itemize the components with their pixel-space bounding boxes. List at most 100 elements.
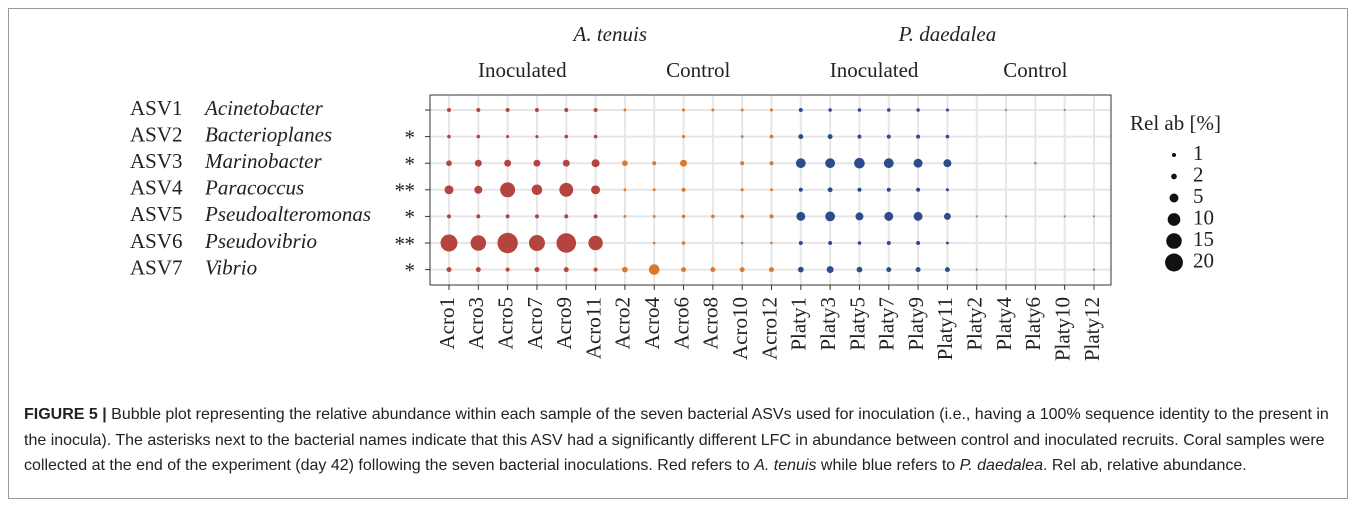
- bubble: [856, 266, 863, 273]
- bubble: [652, 161, 657, 166]
- bubble: [711, 214, 715, 219]
- bubble: [857, 241, 862, 245]
- bubble: [975, 268, 978, 271]
- bubble: [563, 267, 569, 273]
- bubble: [798, 108, 803, 112]
- bubble: [825, 211, 836, 222]
- bubble: [476, 108, 481, 112]
- bubble: [588, 235, 603, 251]
- bubble: [1063, 215, 1066, 218]
- x-tick-label: Platy10: [1050, 297, 1074, 361]
- bubble: [945, 241, 949, 245]
- bubble: [915, 267, 921, 273]
- x-tick-label: Platy6: [1021, 297, 1045, 351]
- row-genus: Bacterioplanes: [205, 122, 332, 146]
- bubble: [944, 267, 950, 273]
- bubble: [943, 212, 951, 220]
- bubble: [739, 267, 745, 273]
- row-genus: Pseudoalteromonas: [204, 202, 371, 226]
- caption-text: A. tenuis: [754, 457, 817, 474]
- x-tick-label: Acro11: [581, 297, 605, 359]
- asterisk: *: [405, 125, 416, 149]
- legend-label: 10: [1193, 205, 1214, 229]
- bubble: [886, 267, 892, 273]
- bubble: [681, 108, 686, 112]
- bubble: [975, 215, 978, 218]
- bubble: [740, 241, 744, 245]
- bubble: [1004, 108, 1008, 112]
- bubble: [798, 241, 803, 245]
- bubble: [681, 135, 686, 139]
- bubble: [797, 266, 804, 273]
- bubble: [1092, 215, 1096, 218]
- legend-label: 1: [1193, 141, 1204, 165]
- bubble: [1034, 161, 1037, 165]
- treatment-label: Inoculated: [478, 58, 567, 82]
- bubble: [769, 108, 774, 112]
- bubble: [652, 241, 656, 245]
- bubble: [534, 267, 540, 273]
- row-genus: Marinobacter: [204, 149, 322, 173]
- bubble: [559, 182, 574, 197]
- legend-bubble: [1171, 173, 1177, 180]
- row-id: ASV3: [130, 149, 183, 173]
- bubble: [556, 233, 577, 253]
- bubble: [796, 211, 806, 221]
- asterisk: *: [395, 179, 406, 203]
- legend-bubble: [1169, 193, 1179, 203]
- x-tick-label: Acro7: [523, 297, 547, 349]
- bubble: [1063, 108, 1066, 112]
- bubble: [710, 267, 716, 273]
- x-tick-label: Acro12: [757, 297, 781, 360]
- bubble: [591, 159, 600, 168]
- bubble: [857, 134, 862, 139]
- bubble: [916, 187, 921, 192]
- bubble: [648, 264, 660, 275]
- bubble: [593, 134, 598, 139]
- bubble: [913, 158, 923, 168]
- bubble: [711, 108, 715, 112]
- asterisk: *: [405, 258, 416, 282]
- bubble: [505, 214, 510, 219]
- row-genus: Vibrio: [205, 255, 257, 279]
- legend-title: Rel ab [%]: [1130, 111, 1221, 135]
- bubble: [827, 134, 833, 140]
- bubble: [500, 182, 516, 198]
- x-tick-label: Acro8: [699, 297, 723, 349]
- legend-label: 5: [1193, 184, 1204, 208]
- bubble: [884, 211, 894, 221]
- x-tick-label: Platy3: [816, 297, 840, 351]
- bubble: [857, 187, 862, 192]
- bubble: [769, 214, 774, 219]
- x-tick-label: Acro3: [464, 297, 488, 349]
- bubble: [652, 214, 656, 218]
- legend-bubble: [1172, 153, 1176, 157]
- treatment-label: Inoculated: [830, 58, 919, 82]
- row-genus: Pseudovibrio: [204, 229, 317, 253]
- bubble: [828, 108, 832, 112]
- caption-text: FIGURE 5 |: [24, 406, 107, 423]
- legend-bubble: [1165, 253, 1183, 272]
- bubble: [916, 241, 921, 245]
- bubble: [535, 135, 539, 139]
- bubble: [740, 188, 744, 192]
- bubble: [440, 234, 458, 252]
- x-tick-label: Platy5: [845, 297, 869, 351]
- x-tick-label: Platy12: [1080, 297, 1104, 361]
- bubble: [770, 188, 773, 192]
- bubble: [446, 160, 452, 167]
- x-tick-label: Acro9: [552, 297, 576, 349]
- legend-bubble: [1166, 233, 1182, 249]
- row-id: ASV2: [130, 122, 183, 146]
- caption-text: P. daedalea: [959, 457, 1043, 474]
- bubble: [886, 108, 891, 112]
- row-id: ASV7: [130, 255, 183, 279]
- bubble: [564, 134, 569, 139]
- bubble: [769, 134, 774, 139]
- chart: Acro1 Acro3 Acro5 Acro7 Acro9 Acro11 Acro2 Acro…: [130, 22, 1221, 361]
- x-tick-label: Platy4: [992, 297, 1016, 351]
- x-tick-label: Acro1: [435, 297, 459, 349]
- caption-text: while blue refers to: [816, 457, 960, 474]
- bubble: [447, 108, 451, 112]
- bubble: [470, 235, 487, 251]
